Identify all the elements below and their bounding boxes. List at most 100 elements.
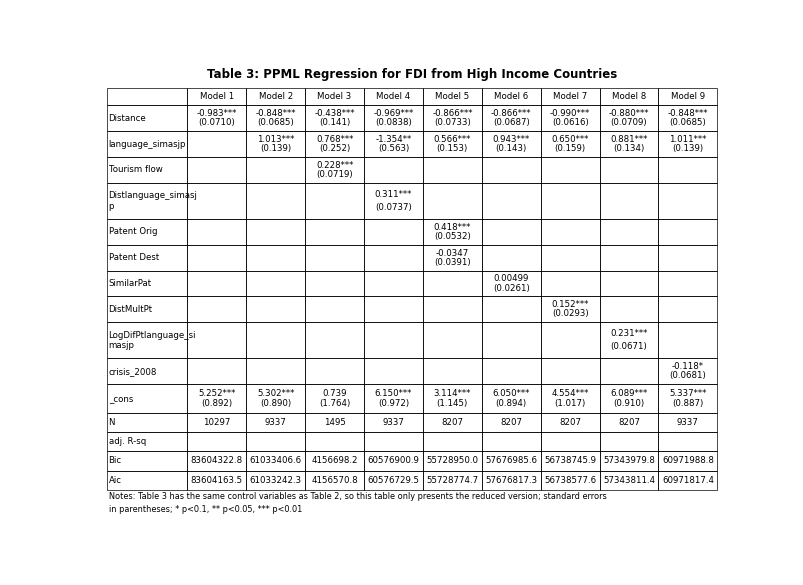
Text: (0.0733): (0.0733) <box>434 118 470 128</box>
Text: 0.566***: 0.566*** <box>433 135 471 144</box>
Text: Distance: Distance <box>108 113 146 123</box>
Bar <box>364 297 422 322</box>
Bar <box>246 105 305 131</box>
Bar <box>422 432 481 451</box>
Bar <box>540 271 599 297</box>
Bar <box>599 451 658 471</box>
Text: Model 5: Model 5 <box>434 92 469 101</box>
Bar <box>658 432 716 451</box>
Bar <box>107 359 187 384</box>
Bar <box>540 412 599 432</box>
Bar <box>422 105 481 131</box>
Text: 83604163.5: 83604163.5 <box>190 476 243 485</box>
Bar <box>305 322 364 359</box>
Text: Bic: Bic <box>108 456 121 466</box>
Bar <box>246 412 305 432</box>
Text: 5.337***: 5.337*** <box>668 389 706 398</box>
Bar <box>481 271 540 297</box>
Bar <box>305 245 364 271</box>
Bar <box>187 183 246 219</box>
Bar <box>107 297 187 322</box>
Bar <box>658 384 716 412</box>
Text: -0.0347: -0.0347 <box>435 249 468 257</box>
Bar <box>481 245 540 271</box>
Bar <box>540 131 599 157</box>
Text: 3.114***: 3.114*** <box>433 389 471 398</box>
Bar <box>422 412 481 432</box>
Text: 0.152***: 0.152*** <box>551 300 588 309</box>
Bar <box>658 245 716 271</box>
Bar <box>658 271 716 297</box>
Text: Model 1: Model 1 <box>199 92 234 101</box>
Text: _cons: _cons <box>108 394 132 403</box>
Bar <box>364 245 422 271</box>
Bar <box>107 471 187 490</box>
Text: (0.143): (0.143) <box>495 144 526 153</box>
Bar <box>599 297 658 322</box>
Text: (0.0709): (0.0709) <box>610 118 646 128</box>
Bar <box>540 105 599 131</box>
Text: 5.302***: 5.302*** <box>257 389 294 398</box>
Text: 0.881***: 0.881*** <box>609 135 647 144</box>
Bar <box>305 471 364 490</box>
Bar <box>422 359 481 384</box>
Text: Model 9: Model 9 <box>670 92 704 101</box>
Bar <box>107 183 187 219</box>
Text: 1495: 1495 <box>324 418 345 426</box>
Bar <box>246 131 305 157</box>
Text: 0.00499: 0.00499 <box>493 274 528 283</box>
Text: (0.139): (0.139) <box>671 144 703 153</box>
Text: -0.866***: -0.866*** <box>431 109 472 118</box>
Text: Model 8: Model 8 <box>611 92 646 101</box>
Bar <box>364 157 422 183</box>
Bar <box>187 451 246 471</box>
Bar <box>481 88 540 105</box>
Bar <box>246 297 305 322</box>
Bar <box>305 105 364 131</box>
Text: (0.972): (0.972) <box>377 399 409 408</box>
Text: 0.768***: 0.768*** <box>316 135 353 144</box>
Text: 56738745.9: 56738745.9 <box>544 456 595 466</box>
Text: (1.764): (1.764) <box>319 399 350 408</box>
Text: 8207: 8207 <box>499 418 522 426</box>
Text: (0.0391): (0.0391) <box>434 258 470 267</box>
Text: (0.134): (0.134) <box>613 144 644 153</box>
Bar <box>107 432 187 451</box>
Text: 4156698.2: 4156698.2 <box>311 456 357 466</box>
Text: 0.739: 0.739 <box>322 389 346 398</box>
Bar <box>187 384 246 412</box>
Text: -0.880***: -0.880*** <box>608 109 649 118</box>
Bar <box>599 432 658 451</box>
Text: 61033406.6: 61033406.6 <box>249 456 301 466</box>
Text: crisis_2008: crisis_2008 <box>108 367 157 376</box>
Text: Model 2: Model 2 <box>259 92 292 101</box>
Text: 0.231***: 0.231*** <box>609 329 647 338</box>
Bar <box>481 105 540 131</box>
Bar <box>599 245 658 271</box>
Text: (0.0710): (0.0710) <box>198 118 234 128</box>
Text: 1.013***: 1.013*** <box>257 135 294 144</box>
Text: 9337: 9337 <box>382 418 404 426</box>
Text: 57676817.3: 57676817.3 <box>484 476 536 485</box>
Bar <box>422 384 481 412</box>
Bar <box>246 471 305 490</box>
Bar <box>599 183 658 219</box>
Bar <box>187 471 246 490</box>
Bar <box>187 88 246 105</box>
Bar <box>481 131 540 157</box>
Text: (0.894): (0.894) <box>495 399 526 408</box>
Text: 57343979.8: 57343979.8 <box>602 456 654 466</box>
Bar <box>187 359 246 384</box>
Text: (0.0616): (0.0616) <box>551 118 588 128</box>
Text: Model 4: Model 4 <box>376 92 410 101</box>
Text: (0.141): (0.141) <box>319 118 350 128</box>
Bar <box>246 157 305 183</box>
Bar <box>364 88 422 105</box>
Bar <box>364 219 422 245</box>
Bar <box>246 451 305 471</box>
Bar <box>658 471 716 490</box>
Bar <box>187 271 246 297</box>
Text: -0.866***: -0.866*** <box>491 109 531 118</box>
Bar <box>246 271 305 297</box>
Bar <box>246 88 305 105</box>
